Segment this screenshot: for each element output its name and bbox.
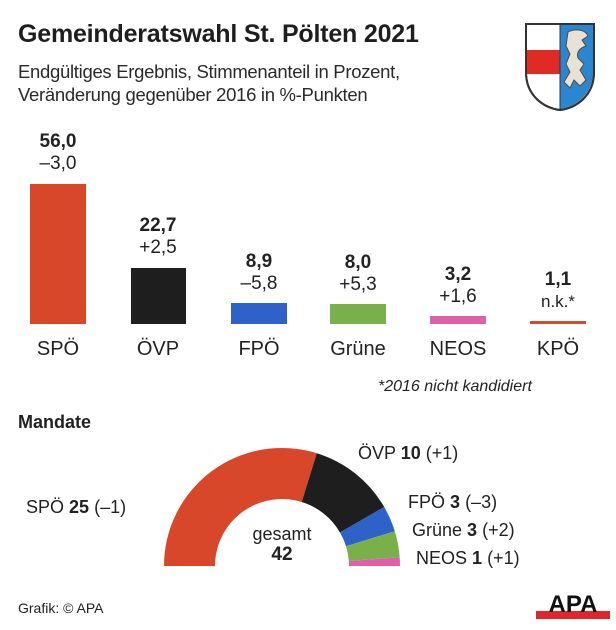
bar-change-spoe: –3,0 (39, 153, 77, 174)
seat-label-neos: NEOS 1 (+1) (416, 548, 520, 568)
chart-subtitle: Endgültiges Ergebnis, Stimmenanteil in P… (18, 60, 400, 106)
seat-segment-spoe (163, 447, 317, 566)
bar-label-fpoe: FPÖ (238, 338, 280, 360)
footnote: *2016 nicht kandidiert (378, 378, 532, 395)
svg-text:APA: APA (549, 591, 598, 618)
bar-oevp (131, 268, 186, 324)
bar-value-kpoe: 1,1 (544, 269, 572, 290)
seat-label-spoe: SPÖ 25 (–1) (26, 497, 127, 517)
bar-value-fpoe: 8,9 (245, 251, 273, 272)
bar-value-neos: 3,2 (444, 264, 472, 285)
bar-value-oevp: 22,7 (139, 215, 177, 236)
bar-label-oevp: ÖVP (136, 338, 180, 360)
seat-segment-fpoe (340, 507, 395, 547)
bar-label-spoe: SPÖ (36, 338, 80, 360)
bar-value-gruene: 8,0 (344, 252, 372, 273)
subtitle-line-1: Endgültiges Ergebnis, Stimmenanteil in P… (18, 61, 400, 82)
bar-change-oevp: +2,5 (139, 237, 177, 258)
total-seats-value: 42 (271, 544, 293, 565)
bar-value-spoe: 56,0 (39, 131, 77, 152)
bar-neos (430, 316, 486, 324)
seat-label-fpoe: FPÖ 3 (–3) (408, 492, 498, 512)
total-seats-label: gesamt (252, 524, 312, 544)
chart-title: Gemeinderatswahl St. Pölten 2021 (18, 20, 419, 48)
seat-segment-oevp (301, 453, 385, 533)
bar-change-gruene: +5,3 (339, 274, 377, 295)
bar-label-gruene: Grüne (330, 338, 386, 360)
mandate-heading: Mandate (18, 412, 92, 432)
coat-of-arms-icon (525, 23, 595, 112)
bar-fpoe (231, 303, 287, 324)
apa-logo-icon: APA (536, 591, 610, 619)
bar-label-neos: NEOS (429, 338, 487, 360)
bar-change-fpoe: –5,8 (240, 273, 278, 294)
graphic-credit: Grafik: © APA (18, 600, 104, 616)
seat-label-gruene: Grüne 3 (+2) (412, 520, 515, 540)
bar-change-neos: +1,6 (439, 286, 477, 307)
bar-kpoe (530, 321, 586, 324)
seat-segment-neos (348, 557, 401, 566)
bar-label-kpoe: KPÖ (536, 338, 580, 360)
bar-gruene (330, 304, 386, 324)
bar-spoe (30, 184, 86, 324)
seat-label-oevp: ÖVP 10 (+1) (358, 443, 459, 463)
subtitle-line-2: Veränderung gegenüber 2016 in %-Punkten (18, 84, 368, 105)
seat-segment-gruene (346, 531, 400, 561)
bar-change-kpoe: n.k.* (540, 292, 576, 311)
